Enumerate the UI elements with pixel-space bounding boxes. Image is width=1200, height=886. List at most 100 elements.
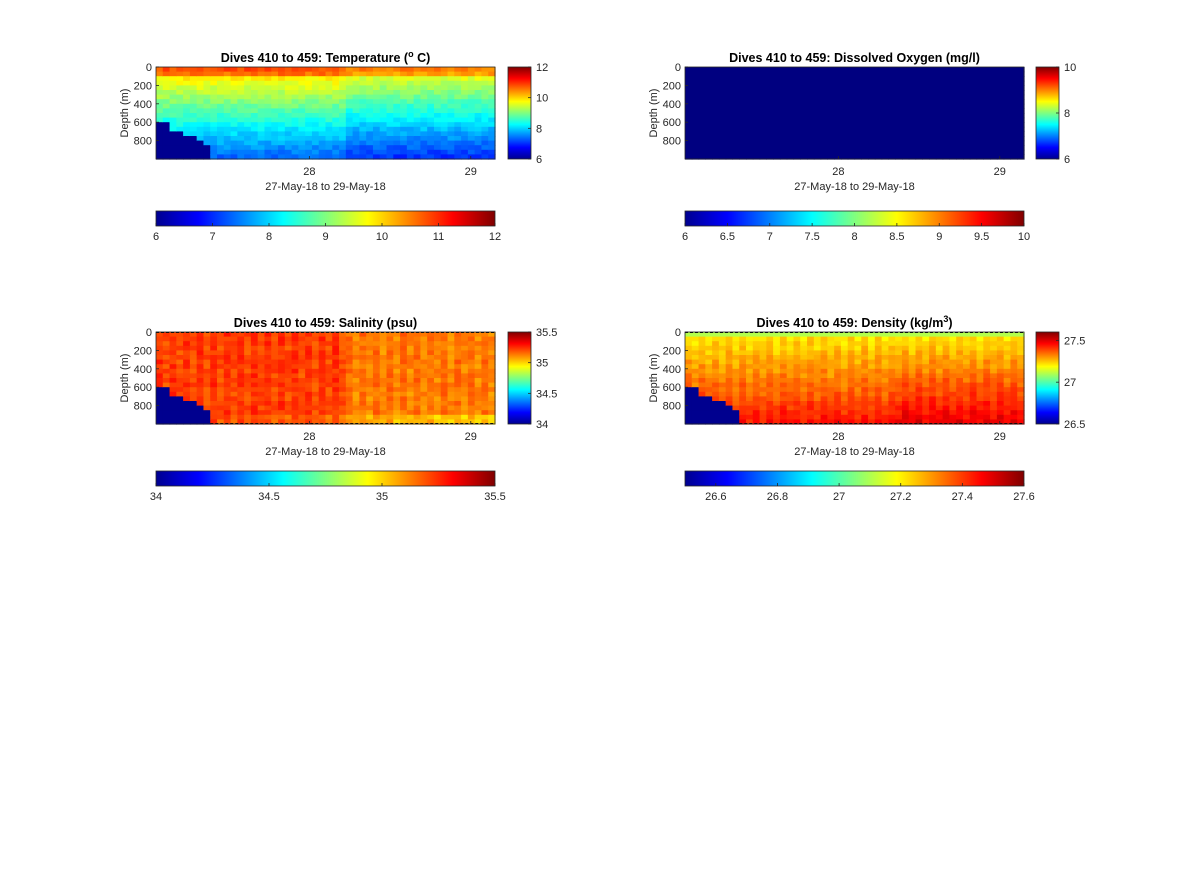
heatmap-cell xyxy=(800,345,808,351)
heatmap-cell xyxy=(807,99,815,105)
heatmap-cell xyxy=(169,113,177,119)
heatmap-cell xyxy=(325,149,333,155)
heatmap-cell xyxy=(406,94,415,100)
heatmap-cell xyxy=(996,336,1005,342)
heatmap-cell xyxy=(176,67,184,73)
heatmap-cell xyxy=(996,154,1005,160)
heatmap-cell xyxy=(942,67,951,73)
heatmap-cell xyxy=(372,103,381,109)
heatmap-cell xyxy=(217,414,225,420)
heatmap-cell xyxy=(379,364,388,370)
heatmap-cell xyxy=(162,90,171,96)
heatmap-cell xyxy=(406,396,415,402)
heatmap-cell xyxy=(237,382,245,388)
heatmap-cell xyxy=(454,140,462,146)
heatmap-cell xyxy=(698,99,706,105)
heatmap-cell xyxy=(189,414,198,420)
heatmap-cell xyxy=(888,405,896,411)
heatmap-cell xyxy=(271,117,279,123)
heatmap-cell xyxy=(413,336,422,342)
heatmap-cell xyxy=(752,140,761,146)
heatmap-cell xyxy=(1003,67,1012,73)
heatmap-cell xyxy=(895,90,903,96)
heatmap-cell xyxy=(739,103,747,109)
heatmap-cell xyxy=(813,140,822,146)
heatmap-cell xyxy=(854,345,862,351)
heatmap-cell xyxy=(352,76,360,82)
heatmap-cell xyxy=(766,149,774,155)
heatmap-cell xyxy=(291,401,299,407)
heatmap-cell xyxy=(257,391,266,397)
heatmap-cell xyxy=(291,382,299,388)
heatmap-cell xyxy=(250,131,259,137)
heatmap-cell xyxy=(990,396,998,402)
heatmap-cell xyxy=(461,80,469,86)
heatmap-cell xyxy=(773,103,781,109)
heatmap-cell xyxy=(352,364,360,370)
heatmap-cell xyxy=(800,410,808,416)
heatmap-cell xyxy=(264,341,272,347)
heatmap-cell xyxy=(1017,364,1025,370)
heatmap-cell xyxy=(1010,71,1018,77)
heatmap-cell xyxy=(359,405,367,411)
heatmap-cell xyxy=(156,80,164,86)
heatmap-cell xyxy=(393,117,401,123)
heatmap-cell xyxy=(759,350,767,356)
heatmap-cell xyxy=(250,113,259,119)
heatmap-cell xyxy=(786,373,795,379)
heatmap-cell xyxy=(996,76,1005,82)
heatmap-cell xyxy=(413,154,422,160)
heatmap-cell xyxy=(440,336,449,342)
heatmap-cell xyxy=(332,145,340,151)
heatmap-cell xyxy=(393,382,401,388)
heatmap-cell xyxy=(345,364,354,370)
heatmap-cell xyxy=(779,382,788,388)
heatmap-cell xyxy=(169,80,177,86)
heatmap-cell xyxy=(393,401,401,407)
heatmap-cell xyxy=(156,359,164,365)
heatmap-cell xyxy=(230,154,238,160)
heatmap-cell xyxy=(901,382,910,388)
heatmap-cell xyxy=(685,410,693,416)
heatmap-cell xyxy=(264,345,272,351)
y-tick-label: 400 xyxy=(663,364,681,376)
heatmap-cell xyxy=(942,378,951,384)
heatmap-cell xyxy=(332,149,340,155)
heatmap-cell xyxy=(847,113,856,119)
heatmap-cell xyxy=(278,391,286,397)
heatmap-cell xyxy=(372,136,381,142)
heatmap-cell xyxy=(339,355,347,361)
heatmap-cell xyxy=(284,76,293,82)
heatmap-cell xyxy=(847,341,856,347)
heatmap-cell xyxy=(766,373,774,379)
heatmap-cell xyxy=(983,140,991,146)
heatmap-cell xyxy=(840,76,849,82)
heatmap-cell xyxy=(962,94,971,100)
heatmap-cell xyxy=(176,71,184,77)
heatmap-cell xyxy=(183,396,191,402)
heatmap-cell xyxy=(827,378,835,384)
heatmap-cell xyxy=(332,80,340,86)
heatmap-cell xyxy=(257,373,266,379)
heatmap-cell xyxy=(359,396,367,402)
x-axis-label: 27-May-18 to 29-May-18 xyxy=(794,446,914,458)
heatmap-cell xyxy=(210,401,218,407)
heatmap-cell xyxy=(800,373,808,379)
heatmap-cell xyxy=(264,391,272,397)
heatmap-cell xyxy=(196,117,205,123)
heatmap-cell xyxy=(271,71,279,77)
heatmap-cell xyxy=(793,122,801,128)
heatmap-cell xyxy=(311,387,320,393)
heatmap-cell xyxy=(868,336,876,342)
heatmap-cell xyxy=(718,122,727,128)
heatmap-cell xyxy=(895,345,903,351)
heatmap-cell xyxy=(908,90,917,96)
heatmap-cell xyxy=(793,99,801,105)
heatmap-cell xyxy=(325,85,333,91)
heatmap-cell xyxy=(196,414,205,420)
heatmap-cell xyxy=(176,345,184,351)
heatmap-cell xyxy=(996,90,1005,96)
heatmap-cell xyxy=(739,378,747,384)
panel-title: Dives 410 to 459: Salinity (psu) xyxy=(234,316,417,330)
heatmap-cell xyxy=(203,71,211,77)
